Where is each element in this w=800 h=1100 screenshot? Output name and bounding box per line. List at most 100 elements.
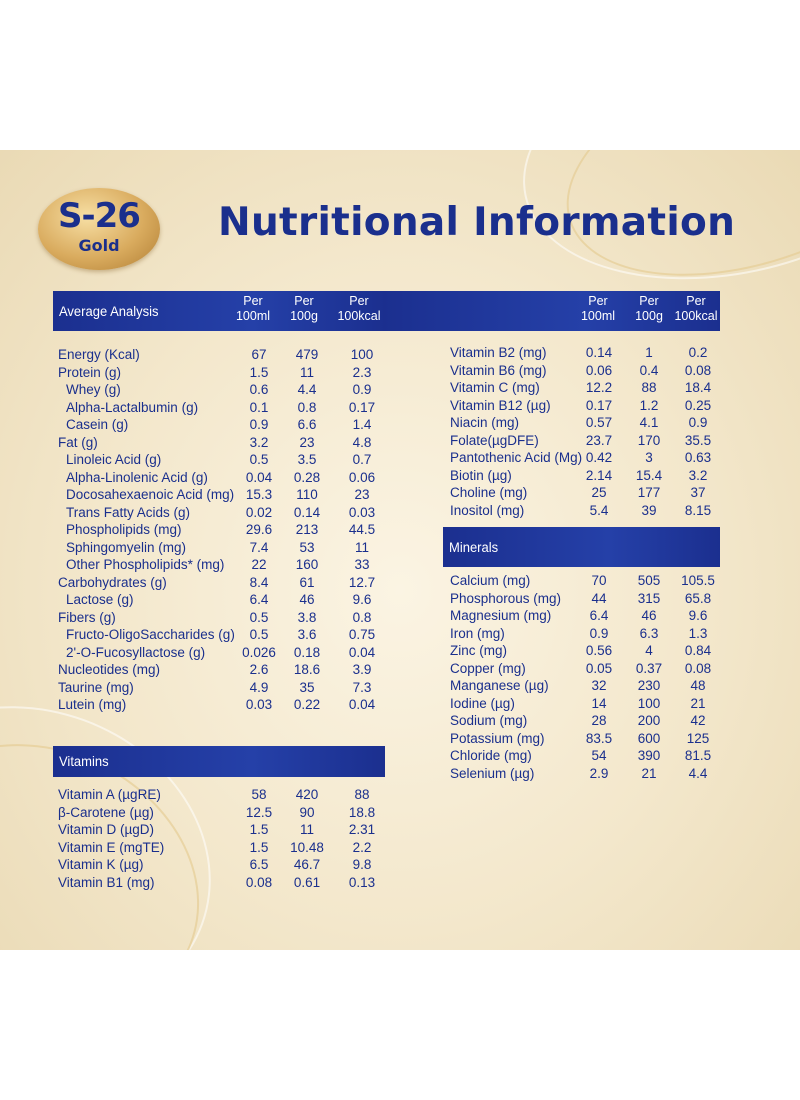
nutrient-label: Vitamin B2 (mg)	[450, 345, 547, 360]
value-per-100kcal: 4.8	[352, 434, 372, 450]
value-per-100g: 15.4	[635, 467, 663, 483]
value-per-100ml: 0.57	[585, 415, 613, 430]
value-per-100g: 315	[637, 590, 661, 606]
nutrient-label: Protein (g)	[58, 364, 122, 380]
mineral-row: Iodine (µg) 14 100 21	[450, 695, 720, 713]
value-per-100kcal: 0.7	[352, 452, 372, 467]
value-per-100g: 39	[641, 502, 657, 518]
value-per-100ml: 2.6	[249, 662, 269, 677]
vitamin-row: Vitamin B1 (mg) 0.08 0.61 0.13	[58, 874, 388, 892]
vitamin-row: Choline (mg) 25 177 37	[450, 484, 720, 502]
value-per-100kcal: 44.5	[348, 522, 376, 537]
vitamin-row: Vitamin K (µg) 6.5 46.7 9.8	[58, 856, 388, 874]
nutrition-panel: S-26 Gold Nutritional Information Averag…	[0, 150, 800, 950]
value-per-100kcal: 11	[354, 539, 369, 555]
value-per-100ml: 0.42	[585, 450, 613, 465]
vitamin-row: Vitamin D (µgD) 1.5 11 2.31	[58, 821, 388, 839]
nutrient-label: Sphingomyelin (mg)	[66, 539, 187, 555]
vitamin-row: Vitamin C (mg) 12.2 88 18.4	[450, 379, 720, 397]
nutrient-label: Vitamin A (µgRE)	[58, 787, 161, 802]
average-analysis-row: Alpha-Lactalbumin (g) 0.1 0.8 0.17	[58, 399, 388, 417]
value-per-100ml: 29.6	[245, 522, 273, 537]
nutrient-label: Manganese (µg)	[450, 678, 549, 693]
vitamin-row: Vitamin B6 (mg) 0.06 0.4 0.08	[450, 362, 720, 380]
value-per-100g: 46.7	[293, 857, 321, 872]
vitamin-row: Inositol (mg) 5.4 39 8.15	[450, 502, 720, 520]
average-analysis-row: Lutein (mg) 0.03 0.22 0.04	[58, 696, 388, 714]
average-analysis-row: Fat (g) 3.2 23 4.8	[58, 434, 388, 452]
column-header-per-100ml: Per 100ml	[235, 294, 271, 323]
average-analysis-row: Casein (g) 0.9 6.6 1.4	[58, 416, 388, 434]
nutrient-label: Alpha-Linolenic Acid (g)	[66, 469, 208, 485]
vitamin-row: Pantothenic Acid (Mg) 0.42 3 0.63	[450, 449, 720, 467]
value-per-100ml: 7.4	[249, 539, 269, 555]
nutrient-label: Fibers (g)	[58, 609, 116, 625]
value-per-100kcal: 12.7	[348, 574, 376, 590]
nutrient-label: Biotin (µg)	[450, 467, 512, 483]
value-per-100kcal: 48	[690, 678, 706, 693]
value-per-100kcal: 1.3	[688, 625, 708, 641]
value-per-100g: 0.37	[635, 660, 663, 676]
nutrient-label: Vitamin K (µg)	[58, 857, 144, 872]
average-analysis-row: Taurine (mg) 4.9 35 7.3	[58, 679, 388, 697]
nutrient-label: Vitamin B1 (mg)	[58, 874, 155, 890]
average-analysis-label: Average Analysis	[59, 303, 159, 319]
value-per-100g: 160	[295, 557, 319, 572]
nutrient-label: Phospholipids (mg)	[66, 522, 182, 537]
vitamin-row: Vitamin E (mgTE) 1.5 10.48 2.2	[58, 839, 388, 857]
value-per-100ml: 4.9	[249, 679, 269, 695]
value-per-100kcal: 0.75	[348, 627, 376, 642]
value-per-100ml: 2.14	[585, 467, 613, 483]
value-per-100g: 90	[299, 804, 315, 820]
value-per-100ml: 15.3	[245, 487, 273, 502]
nutrient-label: Fat (g)	[58, 434, 98, 450]
value-per-100kcal: 0.25	[684, 397, 712, 413]
value-per-100kcal: 2.31	[348, 822, 376, 837]
logo-main-text: S-26	[58, 196, 141, 236]
value-per-100kcal: 2.2	[352, 839, 372, 855]
value-per-100ml: 0.14	[585, 345, 613, 360]
nutrient-label: Iron (mg)	[450, 625, 505, 641]
value-per-100kcal: 37	[690, 485, 706, 500]
value-per-100g: 390	[637, 748, 661, 763]
value-per-100g: 35	[299, 679, 315, 695]
right-column-header: Per 100ml Per 100g Per 100kcal	[383, 291, 720, 331]
nutrient-label: Folate(µgDFE)	[450, 432, 539, 448]
nutrient-label: Zinc (mg)	[450, 643, 507, 658]
value-per-100kcal: 18.8	[348, 804, 376, 820]
value-per-100kcal: 23	[354, 487, 370, 502]
value-per-100g: 0.61	[293, 874, 321, 890]
average-analysis-row: Phospholipids (mg) 29.6 213 44.5	[58, 521, 388, 539]
average-analysis-row: Linoleic Acid (g) 0.5 3.5 0.7	[58, 451, 388, 469]
column-header-per-100kcal: Per 100kcal	[674, 294, 718, 323]
value-per-100kcal: 3.2	[688, 467, 708, 483]
nutrient-label: Lutein (mg)	[58, 697, 127, 712]
value-per-100ml: 0.1	[249, 399, 269, 415]
value-per-100ml: 6.5	[249, 857, 269, 872]
value-per-100g: 0.18	[293, 644, 321, 660]
value-per-100kcal: 81.5	[684, 748, 712, 763]
value-per-100kcal: 0.03	[348, 504, 376, 520]
nutrient-label: Fructo-OligoSaccharides (g)	[66, 627, 235, 642]
vitamins-table: Vitamin A (µgRE) 58 420 88 β-Carotene (µg) 12…	[58, 786, 388, 891]
value-per-100kcal: 33	[354, 557, 370, 572]
nutrient-label: Sodium (mg)	[450, 713, 528, 728]
value-per-100g: 1.2	[639, 397, 659, 413]
column-header-per-100kcal: Per 100kcal	[337, 294, 381, 323]
mineral-row: Copper (mg) 0.05 0.37 0.08	[450, 660, 720, 678]
nutrient-label: Copper (mg)	[450, 660, 526, 676]
nutrient-label: Vitamin E (mgTE)	[58, 839, 165, 855]
value-per-100ml: 14	[591, 695, 607, 711]
value-per-100g: 420	[295, 787, 319, 802]
vitamins-header: Vitamins	[53, 746, 385, 777]
nutrient-label: Taurine (mg)	[58, 679, 134, 695]
mineral-row: Chloride (mg) 54 390 81.5	[450, 747, 720, 765]
value-per-100ml: 0.5	[249, 609, 269, 625]
value-per-100g: 0.22	[293, 697, 321, 712]
value-per-100g: 479	[295, 347, 319, 362]
value-per-100ml: 58	[251, 787, 267, 802]
mineral-row: Phosphorous (mg) 44 315 65.8	[450, 590, 720, 608]
value-per-100g: 11	[299, 364, 314, 380]
column-header-per-100g: Per 100g	[635, 294, 663, 323]
value-per-100ml: 0.17	[585, 397, 613, 413]
